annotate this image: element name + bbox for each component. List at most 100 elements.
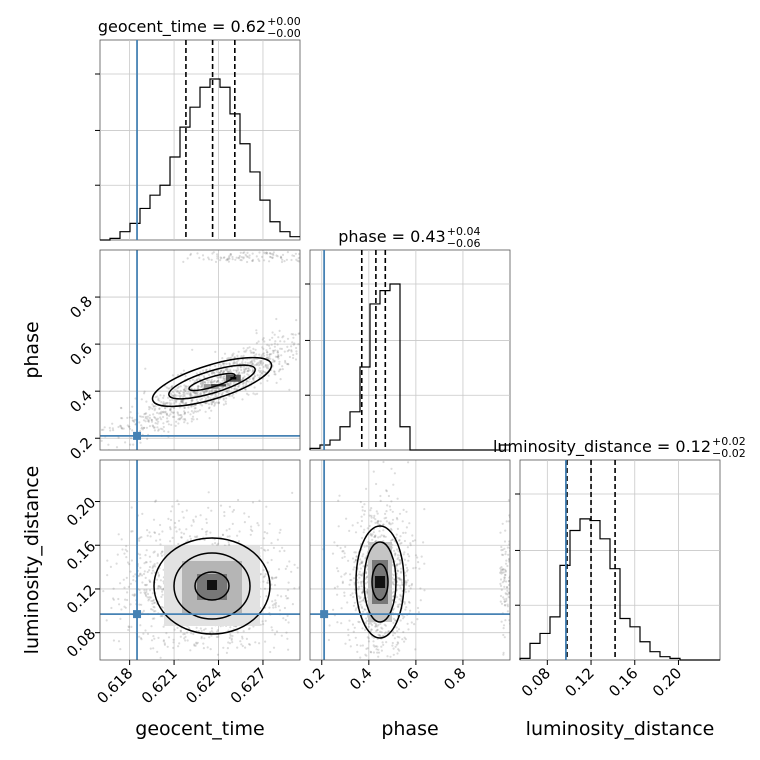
scatter-point bbox=[362, 591, 365, 594]
scatter-point bbox=[149, 535, 152, 538]
scatter-point bbox=[164, 402, 167, 405]
scatter-point bbox=[288, 560, 291, 563]
scatter-point bbox=[156, 411, 159, 414]
scatter-point bbox=[183, 410, 186, 413]
scatter-point bbox=[264, 549, 267, 552]
panel-phase-vs-luminosity_distance bbox=[309, 459, 511, 687]
scatter-point bbox=[407, 590, 410, 593]
scatter-point bbox=[142, 415, 145, 418]
y-tick-label: 0.2 bbox=[66, 434, 96, 464]
scatter-point bbox=[273, 333, 276, 336]
scatter-point bbox=[194, 391, 197, 394]
scatter-point bbox=[149, 406, 152, 409]
scatter-point bbox=[418, 567, 421, 570]
scatter-point bbox=[501, 568, 504, 571]
scatter-point bbox=[139, 441, 142, 444]
scatter-point bbox=[404, 574, 408, 577]
scatter-point bbox=[360, 561, 363, 564]
scatter-point bbox=[414, 648, 417, 651]
scatter-point bbox=[78, 579, 80, 581]
scatter-point bbox=[398, 578, 401, 581]
scatter-point bbox=[239, 258, 242, 262]
panel-frame bbox=[99, 249, 301, 451]
scatter-point bbox=[376, 520, 379, 524]
scatter-point bbox=[127, 425, 131, 428]
scatter-point bbox=[217, 371, 220, 374]
scatter-point bbox=[502, 633, 505, 637]
scatter-point bbox=[365, 654, 368, 657]
scatter-point bbox=[508, 543, 510, 546]
scatter-point bbox=[347, 634, 350, 637]
scatter-point bbox=[139, 430, 142, 433]
scatter-point bbox=[202, 642, 205, 645]
scatter-point bbox=[169, 403, 172, 406]
scatter-point bbox=[396, 652, 399, 655]
scatter-point bbox=[227, 370, 230, 373]
scatter-point bbox=[153, 531, 157, 535]
scatter-point bbox=[158, 585, 161, 588]
scatter-point bbox=[257, 364, 260, 367]
scatter-point bbox=[183, 632, 186, 636]
scatter-point bbox=[196, 391, 199, 394]
scatter-point bbox=[211, 389, 214, 392]
scatter-point bbox=[503, 580, 506, 583]
scatter-point bbox=[228, 544, 231, 547]
scatter-point bbox=[307, 260, 309, 262]
scatter-point bbox=[131, 419, 134, 422]
scatter-point bbox=[109, 429, 112, 432]
scatter-point bbox=[151, 599, 154, 603]
scatter-point bbox=[504, 553, 507, 556]
scatter-point bbox=[266, 561, 269, 564]
scatter-point bbox=[377, 655, 380, 658]
panel-frame-luminosity_distance bbox=[519, 459, 721, 661]
scatter-point bbox=[252, 351, 255, 354]
scatter-point bbox=[249, 533, 252, 536]
scatter-point bbox=[169, 392, 172, 395]
scatter-point bbox=[248, 643, 251, 646]
scatter-point bbox=[276, 538, 279, 541]
scatter-point bbox=[223, 362, 226, 365]
scatter-point bbox=[146, 437, 149, 440]
scatter-point bbox=[131, 530, 134, 533]
scatter-point bbox=[302, 562, 304, 564]
scatter-point bbox=[260, 360, 263, 363]
scatter-point bbox=[385, 685, 387, 687]
scatter-point bbox=[156, 669, 158, 671]
scatter-point bbox=[506, 610, 509, 613]
scatter-point bbox=[392, 582, 395, 586]
scatter-point bbox=[171, 390, 174, 393]
scatter-point bbox=[366, 592, 369, 595]
scatter-point bbox=[284, 594, 287, 598]
scatter-point bbox=[294, 252, 297, 255]
scatter-point bbox=[507, 579, 510, 582]
scatter-point bbox=[183, 417, 186, 421]
scatter-point bbox=[185, 401, 188, 404]
scatter-point bbox=[189, 395, 192, 398]
scatter-point bbox=[264, 573, 267, 576]
scatter-point bbox=[189, 391, 192, 394]
scatter-point bbox=[149, 560, 152, 563]
scatter-point bbox=[243, 251, 246, 254]
scatter-point bbox=[388, 522, 391, 525]
scatter-point bbox=[241, 398, 244, 401]
scatter-point bbox=[193, 391, 196, 394]
scatter-point bbox=[145, 400, 148, 403]
scatter-point bbox=[205, 518, 208, 521]
scatter-point bbox=[215, 389, 218, 392]
scatter-point bbox=[242, 347, 245, 350]
scatter-point bbox=[343, 552, 346, 555]
scatter-point bbox=[249, 351, 253, 354]
scatter-point bbox=[247, 369, 250, 372]
scatter-point bbox=[216, 257, 219, 260]
scatter-point bbox=[231, 510, 234, 513]
scatter-point bbox=[396, 563, 399, 566]
scatter-point bbox=[148, 579, 151, 582]
scatter-point bbox=[126, 598, 129, 602]
scatter-point bbox=[393, 583, 396, 586]
scatter-point bbox=[266, 364, 269, 367]
scatter-point bbox=[238, 372, 241, 375]
scatter-point bbox=[148, 414, 151, 417]
scatter-point bbox=[141, 428, 144, 431]
scatter-point bbox=[178, 406, 181, 409]
scatter-point bbox=[258, 251, 261, 254]
